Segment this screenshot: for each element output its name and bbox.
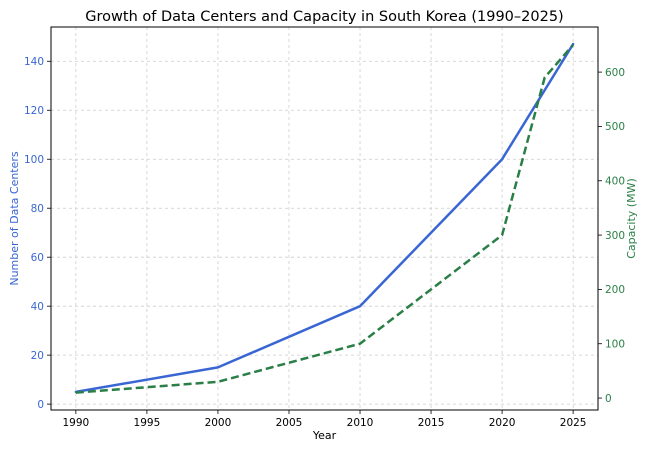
x-axis-title: Year [312, 429, 337, 442]
y-left-tick-label: 0 [37, 399, 44, 411]
y-right-tick-label: 200 [605, 284, 625, 296]
y-right-tick-label: 500 [605, 121, 625, 133]
y-right-tick-label: 300 [605, 230, 625, 242]
plot-frame [50, 26, 599, 411]
y-axis-left: 0 20 40 60 80 100 120 140 [24, 56, 51, 411]
x-tick-label: 2020 [489, 417, 516, 429]
x-tick-label: 1990 [62, 417, 89, 429]
y-left-tick-label: 140 [24, 56, 44, 68]
x-axis: 1990 1995 2000 2005 2010 2015 2020 2025 [62, 410, 587, 429]
y-axis-right: 0 100 200 300 400 500 600 [598, 67, 625, 405]
y-left-tick-label: 80 [31, 203, 44, 215]
x-tick-label: 2015 [418, 417, 445, 429]
series-group [74, 42, 575, 394]
x-tick-label: 1995 [134, 417, 161, 429]
y-right-tick-label: 600 [605, 67, 625, 79]
y-left-tick-label: 60 [31, 252, 44, 264]
y-left-tick-label: 40 [31, 301, 44, 313]
chart-title: Growth of Data Centers and Capacity in S… [85, 9, 563, 25]
y-right-tick-label: 400 [605, 176, 625, 188]
y-axis-right-title: Capacity (MW) [625, 178, 638, 259]
x-tick-label: 2025 [560, 417, 587, 429]
x-tick-label: 2010 [347, 417, 374, 429]
y-right-tick-label: 100 [605, 339, 625, 351]
y-left-tick-label: 100 [24, 154, 44, 166]
y-left-tick-label: 20 [31, 350, 44, 362]
y-right-tick-label: 0 [605, 393, 612, 405]
x-tick-label: 2000 [205, 417, 232, 429]
series-line-capacity [75, 44, 575, 394]
series-line-data-centers [74, 42, 575, 394]
grid-lines [51, 27, 598, 410]
y-axis-left-title: Number of Data Centers [8, 151, 21, 286]
y-left-tick-label: 120 [24, 105, 44, 117]
x-tick-label: 2005 [276, 417, 303, 429]
